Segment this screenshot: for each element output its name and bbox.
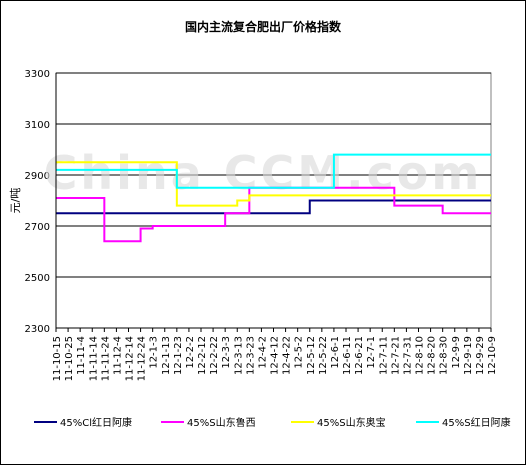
x-tick-label: 11-12-24 bbox=[137, 336, 148, 381]
x-tick-label: 12-1-13 bbox=[161, 336, 172, 375]
x-tick-label: 12-1-3 bbox=[149, 336, 160, 369]
x-tick-label: 12-4-22 bbox=[282, 336, 293, 375]
x-tick-label: 12-8-20 bbox=[427, 336, 438, 375]
x-tick-label: 12-7-11 bbox=[378, 336, 389, 375]
x-tick-label: 12-5-12 bbox=[306, 336, 317, 375]
x-tick-label: 11-11-24 bbox=[100, 336, 111, 381]
y-tick-label: 2500 bbox=[25, 273, 50, 284]
y-tick-label: 2900 bbox=[25, 171, 50, 182]
y-tick-label: 2700 bbox=[25, 222, 50, 233]
x-tick-label: 12-4-2 bbox=[257, 336, 268, 369]
x-tick-label: 11-12-4 bbox=[112, 336, 123, 375]
x-tick-label: 12-5-2 bbox=[294, 336, 305, 369]
x-tick-label: 11-11-4 bbox=[76, 336, 87, 375]
series-line-1 bbox=[56, 199, 491, 215]
x-tick-label: 12-3-13 bbox=[233, 336, 244, 375]
series-line-4 bbox=[56, 153, 491, 189]
x-tick-label: 12-3-23 bbox=[245, 336, 256, 375]
x-tick-label: 12-2-22 bbox=[209, 336, 220, 375]
x-tick-label: 11-10-25 bbox=[64, 336, 75, 381]
x-tick-label: 11-12-14 bbox=[125, 336, 136, 381]
legend-label-2: 45%S山东鲁西 bbox=[187, 416, 256, 429]
x-tick-label: 11-10-15 bbox=[52, 336, 63, 381]
legend-label-1: 45%Cl红日阿康 bbox=[60, 416, 132, 429]
x-tick-label: 12-2-12 bbox=[197, 336, 208, 375]
x-tick-label: 12-7-21 bbox=[390, 336, 401, 375]
x-tick-label: 12-7-31 bbox=[402, 336, 413, 375]
legend-label-3: 45%S山东奥宝 bbox=[317, 416, 386, 429]
legend-label-4: 45%S红日阿康 bbox=[442, 416, 511, 429]
y-axis-label: 元/吨 bbox=[9, 188, 22, 214]
chart-title: 国内主流复合肥出厂价格指数 bbox=[185, 19, 342, 34]
x-tick-label: 12-5-22 bbox=[318, 336, 329, 375]
x-tick-label: 12-2-2 bbox=[185, 336, 196, 369]
y-tick-label: 3300 bbox=[25, 69, 50, 80]
x-tick-label: 12-10-9 bbox=[487, 336, 498, 375]
x-tick-label: 11-11-14 bbox=[88, 336, 99, 381]
x-tick-label: 12-8-30 bbox=[439, 336, 450, 375]
series-line-3 bbox=[56, 161, 491, 207]
x-tick-label: 12-9-19 bbox=[463, 336, 474, 375]
x-tick-label: 12-4-12 bbox=[270, 336, 281, 375]
x-tick-label: 12-6-21 bbox=[354, 336, 365, 375]
x-tick-label: 12-6-1 bbox=[330, 336, 341, 369]
x-tick-label: 12-9-9 bbox=[451, 336, 462, 369]
x-tick-label: 12-9-29 bbox=[475, 336, 486, 375]
y-tick-label: 3100 bbox=[25, 120, 50, 131]
x-tick-label: 12-3-3 bbox=[221, 336, 232, 369]
x-tick-label: 12-8-10 bbox=[415, 336, 426, 375]
x-tick-label: 12-7-1 bbox=[366, 336, 377, 369]
x-tick-label: 12-1-23 bbox=[173, 336, 184, 375]
x-tick-label: 12-6-11 bbox=[342, 336, 353, 375]
y-tick-label: 2300 bbox=[25, 324, 50, 335]
